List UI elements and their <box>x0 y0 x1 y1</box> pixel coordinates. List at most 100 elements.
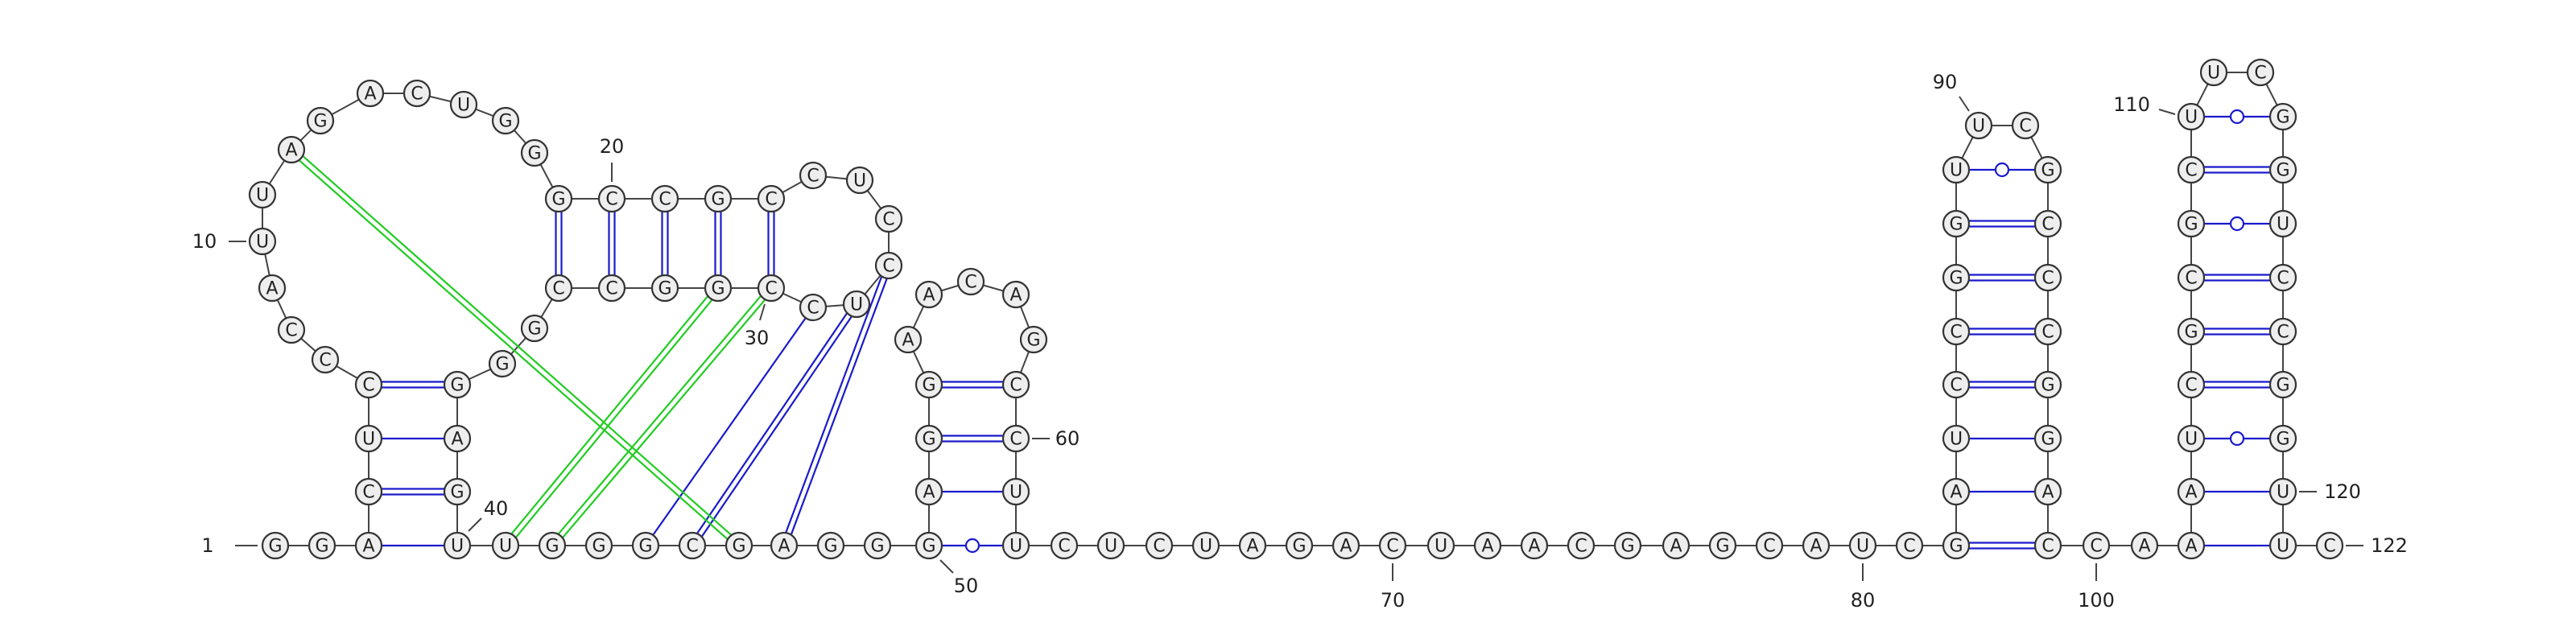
nucleotide-letter: G <box>527 144 541 164</box>
position-tick <box>2158 109 2176 115</box>
position-number: 90 <box>1933 71 1958 93</box>
nucleotide-letter: A <box>1481 537 1493 557</box>
nucleotide-letter: C <box>2041 323 2054 343</box>
nucleotide-letter: U <box>1856 537 1869 557</box>
base-pair-53-59 <box>942 381 1003 389</box>
nucleotide-68: G <box>1285 531 1314 560</box>
nucleotide-letter: C <box>1950 376 1962 396</box>
position-label-30: 30 <box>745 303 769 349</box>
nucleotide-letter: G <box>1292 537 1306 557</box>
position-label-10: 10 <box>192 230 246 253</box>
nucleotide-letter: A <box>1528 537 1540 557</box>
nucleotide-100: C <box>2082 531 2111 560</box>
nucleotide-letter: C <box>1153 537 1165 557</box>
position-number: 20 <box>600 135 625 158</box>
nucleotide-49: G <box>863 531 892 560</box>
nucleotide-letter: G <box>2276 161 2289 181</box>
position-label-20: 20 <box>600 135 625 182</box>
nucleotide-28: U <box>842 290 871 319</box>
base-pair-12-46 <box>298 155 733 540</box>
nucleotide-letter: A <box>364 84 376 105</box>
nucleotide-54: A <box>894 325 923 354</box>
nucleotide-73: A <box>1520 531 1549 560</box>
nucleotide-letter: U <box>256 233 269 253</box>
nucleotide-letter: U <box>451 537 464 557</box>
nucleotide-93: C <box>2033 209 2062 238</box>
nucleotide-letter: G <box>638 537 652 557</box>
nucleotide-letter: U <box>1950 430 1963 450</box>
base-pair-89-92 <box>1969 162 2035 178</box>
base-pair-22-31 <box>714 212 722 275</box>
position-number: 80 <box>1851 589 1876 612</box>
nucleotide-35: G <box>520 314 549 343</box>
nucleotide-letter: G <box>545 537 559 557</box>
nucleotide-39: G <box>443 477 472 506</box>
nucleotide-letter: G <box>592 537 605 557</box>
nucleotide-60: C <box>1001 424 1030 453</box>
nucleotide-letter: U <box>1009 537 1022 557</box>
nucleotide-letter: C <box>2041 537 2054 557</box>
position-label-122: 122 <box>2346 534 2408 557</box>
nucleotide-97: G <box>2033 424 2062 453</box>
nucleotide-12: A <box>277 135 306 164</box>
nucleotide-letter: G <box>1620 537 1634 557</box>
nucleotide-letter: U <box>2277 537 2289 557</box>
gu-wobble-marker <box>2229 216 2245 232</box>
nucleotide-6: C <box>354 370 383 399</box>
nucleotide-letter: C <box>2041 269 2054 289</box>
nucleotide-letter: C <box>964 273 976 293</box>
base-pair-21-32 <box>661 212 669 275</box>
nucleotide-44: G <box>631 531 660 560</box>
position-number: 120 <box>2324 480 2361 503</box>
base-pair-86-95 <box>1969 328 2035 336</box>
nucleotide-33: C <box>597 274 626 303</box>
position-label-1: 1 <box>201 534 258 557</box>
nucleotide-40: U <box>443 531 472 560</box>
nucleotide-75: G <box>1613 531 1642 560</box>
nucleotide-25: U <box>845 166 874 195</box>
nucleotide-letter: G <box>1949 269 1963 289</box>
nucleotide-letter: G <box>2276 376 2289 396</box>
nucleotide-letter: G <box>315 537 328 557</box>
position-tick <box>1959 96 1970 112</box>
nucleotide-letter: A <box>2041 483 2054 503</box>
nucleotide-letter: A <box>2185 537 2197 557</box>
nucleotide-91: C <box>2011 111 2040 140</box>
nucleotide-107: C <box>2177 263 2206 292</box>
nucleotide-letter: G <box>711 279 724 299</box>
nucleotide-118: G <box>2268 370 2297 399</box>
nucleotide-letter: U <box>1009 483 1022 503</box>
nucleotide-70: C <box>1378 531 1407 560</box>
nucleotide-letter: U <box>2207 64 2220 84</box>
position-number: 60 <box>1055 427 1080 450</box>
nucleotide-letter: G <box>313 112 327 132</box>
nucleotide-letter: C <box>362 376 374 396</box>
nucleotide-31: G <box>704 274 733 303</box>
nucleotide-letter: U <box>1199 537 1212 557</box>
nucleotide-letter: C <box>1009 430 1022 450</box>
nucleotide-letter: U <box>1950 161 1963 181</box>
base-pair-50-62 <box>942 538 1003 554</box>
base-pair-105-118 <box>2204 381 2270 389</box>
position-label-40: 40 <box>468 497 508 532</box>
nucleotide-62: U <box>1001 531 1030 560</box>
nucleotide-45: C <box>678 531 707 560</box>
nucleotide-15: C <box>402 79 431 108</box>
nucleotide-letter: C <box>605 279 617 299</box>
nucleotide-30: C <box>757 274 786 303</box>
nucleotide-13: G <box>306 106 335 135</box>
nucleotide-116: C <box>2268 263 2297 292</box>
nucleotide-72: A <box>1473 531 1502 560</box>
nucleotide-76: A <box>1662 531 1690 560</box>
position-label-60: 60 <box>1032 427 1080 450</box>
nucleotide-letter: G <box>1949 215 1963 235</box>
nucleotide-51: A <box>914 477 943 506</box>
nucleotide-letter: A <box>1246 537 1258 557</box>
nucleotide-96: G <box>2033 370 2062 399</box>
nucleotide-letter: A <box>902 331 914 351</box>
base-pair-109-114 <box>2204 166 2270 174</box>
gu-wobble-marker <box>2229 109 2245 125</box>
nucleotide-101: A <box>2130 531 2159 560</box>
nucleotide-letter: U <box>457 96 470 116</box>
